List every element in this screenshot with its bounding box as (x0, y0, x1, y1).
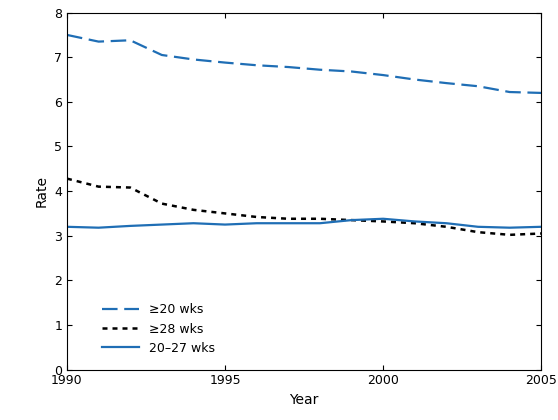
20–27 wks (158, 222, 165, 227)
≥20 wks (506, 89, 513, 94)
20–27 wks (538, 224, 545, 229)
20–27 wks (95, 225, 102, 230)
≥20 wks (222, 60, 228, 65)
≥20 wks (253, 63, 260, 68)
≥20 wks (348, 69, 355, 74)
≥20 wks (158, 52, 165, 58)
≥20 wks (380, 73, 387, 78)
20–27 wks (443, 220, 450, 226)
Legend: ≥20 wks, ≥28 wks, 20–27 wks: ≥20 wks, ≥28 wks, 20–27 wks (97, 298, 220, 360)
≥28 wks (285, 216, 292, 221)
20–27 wks (285, 220, 292, 226)
Line: 20–27 wks: 20–27 wks (67, 219, 541, 228)
≥28 wks (506, 232, 513, 237)
≥20 wks (190, 57, 197, 62)
≥20 wks (64, 32, 70, 37)
≥28 wks (443, 224, 450, 229)
20–27 wks (222, 222, 228, 227)
≥20 wks (475, 84, 482, 89)
20–27 wks (190, 220, 197, 226)
≥20 wks (285, 65, 292, 70)
20–27 wks (316, 220, 323, 226)
≥28 wks (538, 231, 545, 236)
20–27 wks (380, 216, 387, 221)
≥28 wks (411, 220, 418, 226)
Y-axis label: Rate: Rate (35, 175, 49, 207)
≥28 wks (380, 219, 387, 224)
≥28 wks (190, 207, 197, 213)
≥20 wks (443, 81, 450, 86)
≥20 wks (411, 77, 418, 82)
20–27 wks (253, 220, 260, 226)
≥28 wks (348, 218, 355, 223)
≥28 wks (475, 230, 482, 235)
≥28 wks (95, 184, 102, 189)
≥20 wks (538, 90, 545, 95)
20–27 wks (127, 223, 133, 228)
20–27 wks (506, 225, 513, 230)
Line: ≥20 wks: ≥20 wks (67, 35, 541, 93)
20–27 wks (64, 224, 70, 229)
≥20 wks (95, 39, 102, 44)
≥28 wks (158, 201, 165, 206)
20–27 wks (348, 218, 355, 223)
≥20 wks (316, 67, 323, 72)
≥20 wks (127, 38, 133, 43)
≥28 wks (64, 176, 70, 181)
≥28 wks (316, 216, 323, 221)
20–27 wks (475, 224, 482, 229)
X-axis label: Year: Year (290, 393, 319, 407)
≥28 wks (222, 211, 228, 216)
20–27 wks (411, 219, 418, 224)
Line: ≥28 wks: ≥28 wks (67, 178, 541, 235)
≥28 wks (253, 215, 260, 220)
≥28 wks (127, 185, 133, 190)
